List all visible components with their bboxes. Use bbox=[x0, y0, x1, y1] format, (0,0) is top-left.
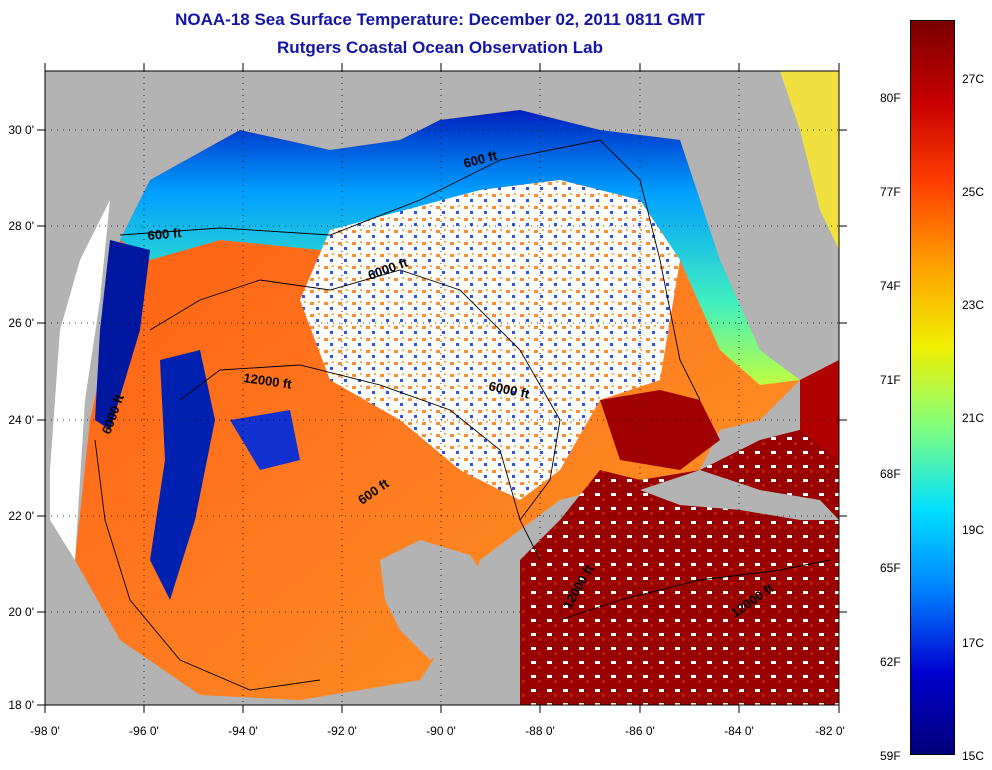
x-tick-label: -84 0' bbox=[724, 724, 754, 738]
yucatan-land bbox=[380, 540, 500, 660]
x-tick-label: -94 0' bbox=[228, 724, 258, 738]
x-tick-label: -92 0' bbox=[327, 724, 357, 738]
bathymetry-contours bbox=[94, 139, 831, 691]
colorbar-f-label: 77F bbox=[880, 185, 901, 199]
y-tick-label: 18 0' bbox=[8, 698, 34, 712]
plot-frame bbox=[44, 70, 840, 706]
x-tick-label: -90 0' bbox=[426, 724, 456, 738]
colorbar-f-label: 71F bbox=[880, 373, 901, 387]
x-tick-label: -98 0' bbox=[30, 724, 60, 738]
colorbar-f-label: 80F bbox=[880, 91, 901, 105]
y-tick-label: 20 0' bbox=[8, 605, 34, 619]
colorbar-f-label: 62F bbox=[880, 655, 901, 669]
x-axis-labels: -98 0' -96 0' -94 0' -92 0' -90 0' -88 0… bbox=[30, 724, 845, 738]
contour-label: 12000 ft bbox=[243, 370, 294, 392]
y-tick-label: 30 0' bbox=[8, 123, 34, 137]
x-tick-label: -96 0' bbox=[129, 724, 159, 738]
colorbar-f-label: 59F bbox=[880, 749, 901, 763]
cold-patch bbox=[230, 410, 300, 470]
colorbar-f-label: 74F bbox=[880, 279, 901, 293]
y-tick-label: 26 0' bbox=[8, 316, 34, 330]
texas-coast-cloud bbox=[50, 200, 110, 560]
contour-label: 600 ft bbox=[147, 225, 183, 243]
sst-map: 600 ft 600 ft 6000 ft 12000 ft 6000 ft 6… bbox=[8, 63, 847, 738]
tick-marks bbox=[37, 63, 847, 713]
florida-straits-water bbox=[600, 390, 720, 470]
y-tick-label: 22 0' bbox=[8, 509, 34, 523]
western-cold-band bbox=[95, 240, 150, 430]
colorbar-f-label: 68F bbox=[880, 467, 901, 481]
colorbar-c-label: 21C bbox=[962, 411, 985, 425]
grid-lines bbox=[45, 71, 839, 705]
y-axis-labels: 30 0' 28 0' 26 0' 24 0' 22 0' 20 0' 18 0… bbox=[8, 123, 34, 712]
colorbar-f-label: 65F bbox=[880, 561, 901, 575]
cold-patch bbox=[150, 350, 215, 600]
atlantic-water bbox=[780, 71, 839, 250]
colorbar-c-label: 15C bbox=[962, 749, 985, 763]
northern-shelf-water bbox=[120, 110, 800, 385]
x-tick-label: -82 0' bbox=[815, 724, 845, 738]
map-subtitle: Rutgers Coastal Ocean Observation Lab bbox=[277, 38, 603, 57]
x-tick-label: -88 0' bbox=[525, 724, 555, 738]
map-title: NOAA-18 Sea Surface Temperature: Decembe… bbox=[175, 10, 705, 29]
colorbar-c-label: 19C bbox=[962, 523, 985, 537]
y-tick-label: 24 0' bbox=[8, 413, 34, 427]
florida-land bbox=[700, 90, 820, 380]
colorbar-c-label: 27C bbox=[962, 72, 985, 86]
temperature-colorbar bbox=[910, 20, 955, 755]
cuba-land bbox=[640, 470, 839, 520]
colorbar-c-label: 25C bbox=[962, 185, 985, 199]
colorbar-c-label: 17C bbox=[962, 636, 985, 650]
colorbar-c-label: 23C bbox=[962, 298, 985, 312]
x-tick-label: -86 0' bbox=[625, 724, 655, 738]
y-tick-label: 28 0' bbox=[8, 219, 34, 233]
bahamas-water bbox=[800, 360, 839, 460]
